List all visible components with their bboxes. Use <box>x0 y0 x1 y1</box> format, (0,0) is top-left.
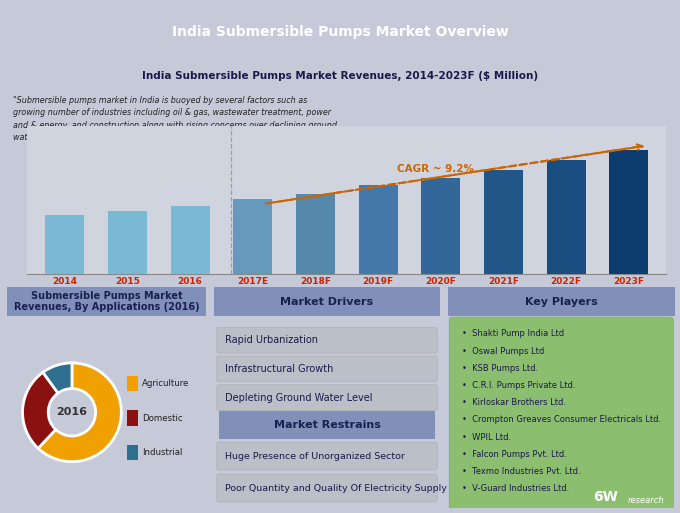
Text: •  C.R.I. Pumps Private Ltd.: • C.R.I. Pumps Private Ltd. <box>462 381 575 390</box>
Text: •  WPIL Ltd.: • WPIL Ltd. <box>462 432 511 442</box>
Text: Industrial: Industrial <box>142 448 183 457</box>
Bar <box>171 206 209 274</box>
Text: research: research <box>628 496 664 505</box>
Text: •  Texmo Industries Pvt. Ltd.: • Texmo Industries Pvt. Ltd. <box>462 467 580 476</box>
Text: Market Drivers: Market Drivers <box>280 297 373 307</box>
Bar <box>547 160 585 274</box>
Bar <box>108 211 147 274</box>
Text: Agriculture: Agriculture <box>142 379 190 388</box>
Bar <box>609 150 648 274</box>
Text: Poor Quantity and Quality Of Electricity Supply: Poor Quantity and Quality Of Electricity… <box>226 484 447 492</box>
FancyBboxPatch shape <box>217 385 437 410</box>
Text: •  Falcon Pumps Pvt. Ltd.: • Falcon Pumps Pvt. Ltd. <box>462 450 566 459</box>
Text: Rapid Urbanization: Rapid Urbanization <box>226 335 318 345</box>
Text: India Submersible Pumps Market Overview: India Submersible Pumps Market Overview <box>171 25 509 39</box>
Text: •  Oswal Pumps Ltd: • Oswal Pumps Ltd <box>462 347 544 356</box>
FancyBboxPatch shape <box>217 356 437 382</box>
Bar <box>127 445 138 460</box>
Text: 6W: 6W <box>593 490 617 504</box>
Text: Key Players: Key Players <box>525 297 598 307</box>
Bar <box>484 170 523 274</box>
Wedge shape <box>22 372 58 448</box>
Text: •  KSB Pumps Ltd.: • KSB Pumps Ltd. <box>462 364 538 373</box>
Text: 2016: 2016 <box>56 407 88 417</box>
Text: Market Restrains: Market Restrains <box>273 420 381 430</box>
Text: "Submersible pumps market in India is buoyed by several factors such as
growing : "Submersible pumps market in India is bu… <box>14 95 337 142</box>
Text: Huge Presence of Unorganized Sector: Huge Presence of Unorganized Sector <box>226 451 405 461</box>
Bar <box>46 215 84 274</box>
FancyBboxPatch shape <box>217 442 437 470</box>
FancyBboxPatch shape <box>217 327 437 353</box>
Text: •  V-Guard Industries Ltd.: • V-Guard Industries Ltd. <box>462 484 569 493</box>
Text: •  Shakti Pump India Ltd: • Shakti Pump India Ltd <box>462 329 564 339</box>
Bar <box>127 410 138 426</box>
FancyBboxPatch shape <box>449 317 673 509</box>
FancyBboxPatch shape <box>217 474 437 502</box>
Text: Domestic: Domestic <box>142 413 183 423</box>
Text: Infrastructural Growth: Infrastructural Growth <box>226 364 334 374</box>
Bar <box>422 178 460 274</box>
Wedge shape <box>43 363 72 393</box>
FancyBboxPatch shape <box>214 287 440 316</box>
Text: •  Kirloskar Brothers Ltd.: • Kirloskar Brothers Ltd. <box>462 398 566 407</box>
FancyBboxPatch shape <box>448 287 675 316</box>
Text: •  Crompton Greaves Consumer Electricals Ltd.: • Crompton Greaves Consumer Electricals … <box>462 416 661 424</box>
Text: CAGR ~ 9.2%: CAGR ~ 9.2% <box>397 165 474 174</box>
Bar <box>233 200 272 274</box>
FancyBboxPatch shape <box>7 287 206 316</box>
Text: Depleting Ground Water Level: Depleting Ground Water Level <box>226 392 373 403</box>
Bar <box>127 376 138 391</box>
FancyBboxPatch shape <box>219 411 435 440</box>
Wedge shape <box>38 363 121 462</box>
Text: Submersible Pumps Market
Revenues, By Applications (2016): Submersible Pumps Market Revenues, By Ap… <box>14 291 199 312</box>
Text: India Submersible Pumps Market Revenues, 2014-2023F ($ Million): India Submersible Pumps Market Revenues,… <box>142 71 538 81</box>
Bar <box>359 185 398 274</box>
Bar <box>296 194 335 274</box>
